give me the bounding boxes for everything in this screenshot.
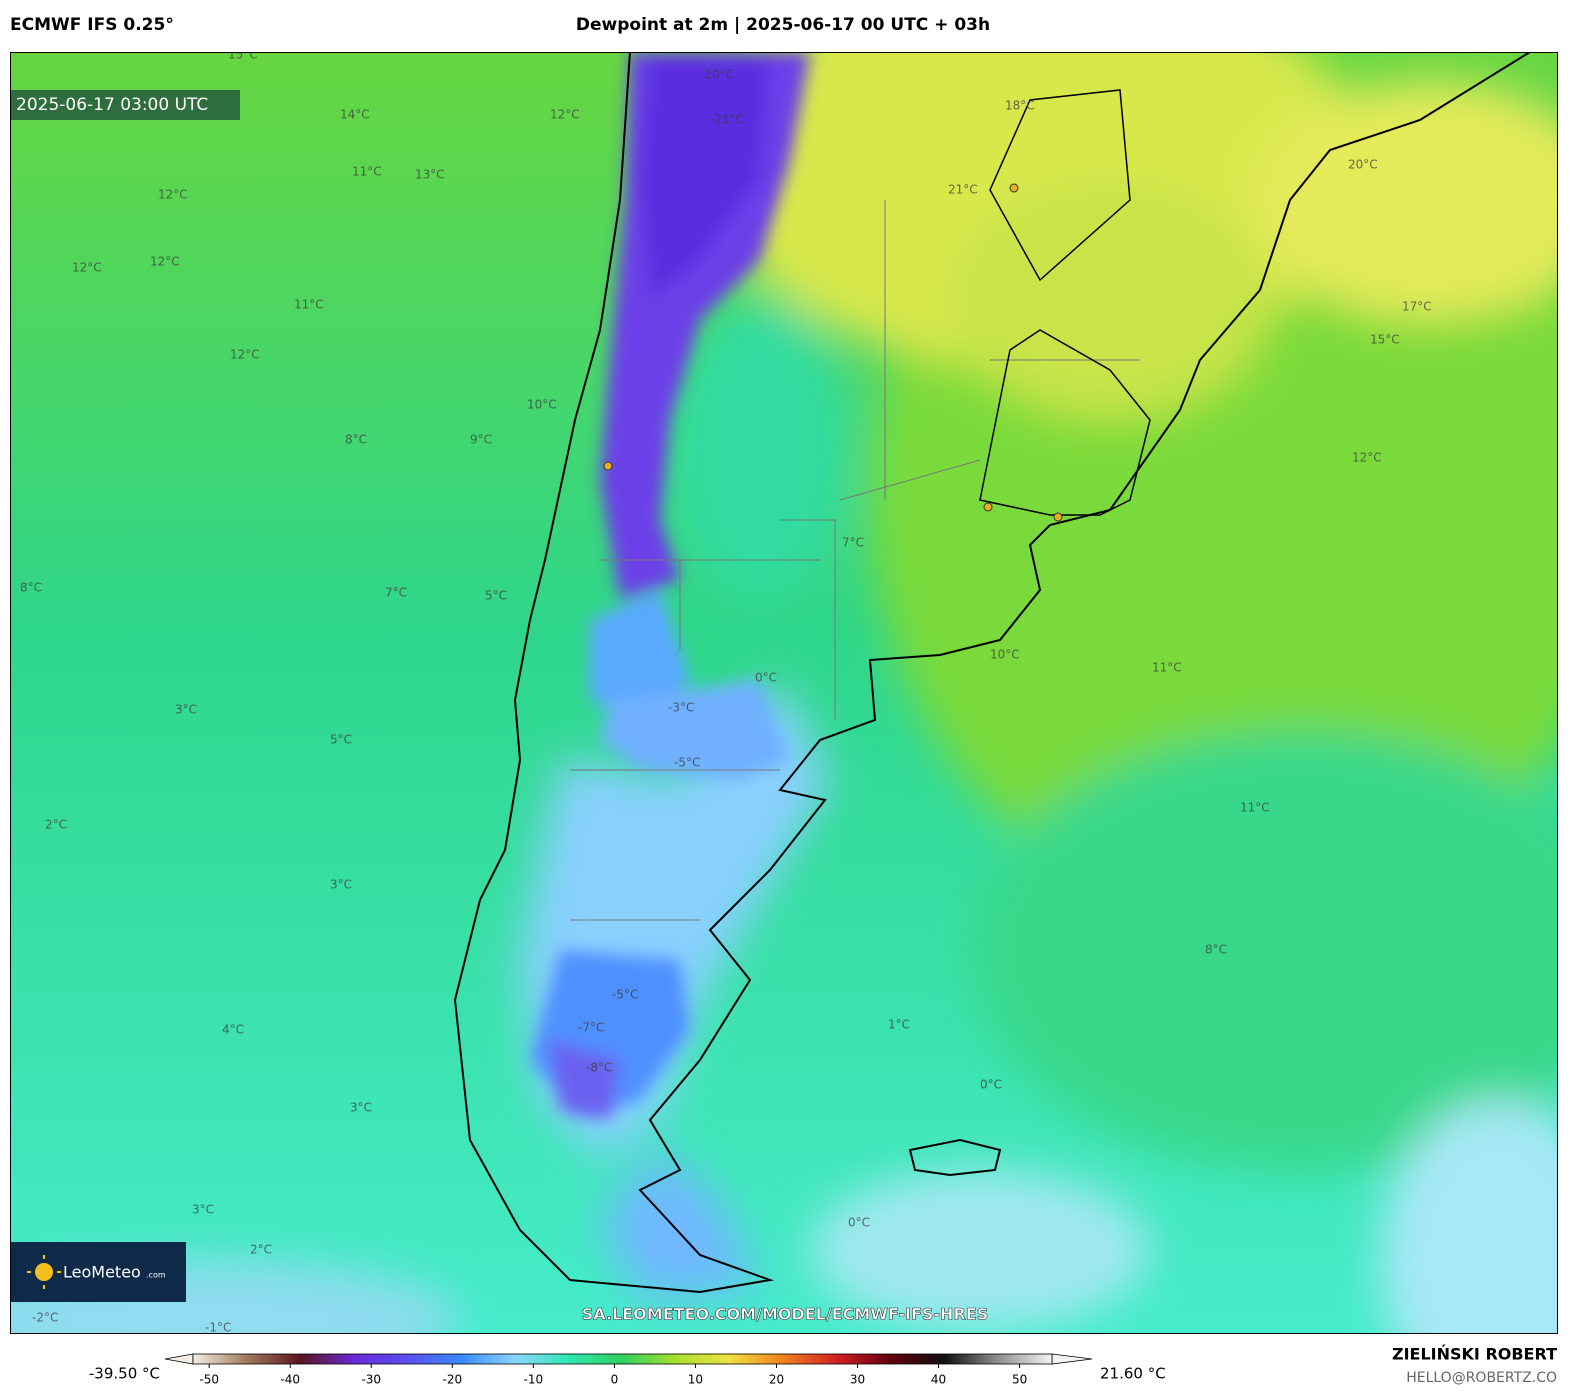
contour-label: 18°C bbox=[1005, 99, 1035, 113]
contour-label: 8°C bbox=[345, 433, 367, 447]
contour-label: -20°C bbox=[700, 68, 734, 82]
contour-label: 1°C bbox=[888, 1018, 910, 1032]
contour-label: 8°C bbox=[20, 581, 42, 595]
contour-label: 21°C bbox=[948, 183, 978, 197]
colorbar-tick-label: 20 bbox=[769, 1373, 784, 1387]
contour-label: 15°C bbox=[1370, 333, 1400, 347]
colorbar-tick-label: 50 bbox=[1012, 1373, 1027, 1387]
colorbar-tick-label: -30 bbox=[361, 1373, 381, 1387]
contour-label: 3°C bbox=[192, 1203, 214, 1217]
contour-label: 7°C bbox=[842, 536, 864, 550]
contour-label: 5°C bbox=[485, 589, 507, 603]
colorbar-max: 21.60 °C bbox=[1100, 1365, 1166, 1383]
contour-label: 3°C bbox=[175, 703, 197, 717]
logo-suffix: .com bbox=[146, 1271, 166, 1280]
colorbar-tick-label: -20 bbox=[443, 1373, 463, 1387]
map-title: Dewpoint at 2m | 2025-06-17 00 UTC + 03h bbox=[576, 15, 990, 35]
contour-label: 0°C bbox=[848, 1216, 870, 1230]
contour-label: 13°C bbox=[415, 168, 445, 182]
colorbar-tick-label: 40 bbox=[931, 1373, 946, 1387]
contour-label: 12°C bbox=[158, 188, 188, 202]
email: HELLO@ROBERTZ.CO bbox=[1406, 1370, 1557, 1386]
contour-label: 11°C bbox=[352, 165, 382, 179]
contour-label: 12°C bbox=[72, 261, 102, 275]
timestamp: 2025-06-17 03:00 UTC bbox=[16, 95, 208, 115]
contour-label: -5°C bbox=[674, 756, 700, 770]
contour-label: 2°C bbox=[45, 818, 67, 832]
colorbar-right-end bbox=[1051, 1353, 1093, 1365]
contour-label: 10°C bbox=[527, 398, 557, 412]
contour-label: 12°C bbox=[150, 255, 180, 269]
colorbar-tick-label: 10 bbox=[688, 1373, 703, 1387]
colorbar-tick-label: -10 bbox=[524, 1373, 544, 1387]
contour-label: 11°C bbox=[1152, 661, 1182, 675]
contour-label: 12°C bbox=[230, 348, 260, 362]
contour-label: 17°C bbox=[1402, 300, 1432, 314]
contour-label: 3°C bbox=[330, 878, 352, 892]
contour-label: 0°C bbox=[755, 671, 777, 685]
contour-label: -21°C bbox=[710, 113, 744, 127]
contour-label: 14°C bbox=[340, 108, 370, 122]
contour-label: 9°C bbox=[470, 433, 492, 447]
colorbar-tick-label: -40 bbox=[280, 1373, 300, 1387]
contour-label: 11°C bbox=[294, 298, 324, 312]
colorbar: -50 -40 -30 -20 -10 0 10 20 30 40 50 bbox=[164, 1353, 1093, 1387]
contour-label: 3°C bbox=[350, 1101, 372, 1115]
contour-label: 11°C bbox=[1240, 801, 1270, 815]
logo-name: LeoMeteo bbox=[63, 1263, 141, 1282]
contour-label: 0°C bbox=[980, 1078, 1002, 1092]
colorbar-tick-label: 0 bbox=[611, 1373, 619, 1387]
contour-label: 4°C bbox=[222, 1023, 244, 1037]
contour-label: 12°C bbox=[550, 108, 580, 122]
colorbar-tick-label: 30 bbox=[850, 1373, 865, 1387]
contour-label: -8°C bbox=[586, 1061, 612, 1075]
contour-label: -2°C bbox=[32, 1311, 58, 1325]
contour-label: -7°C bbox=[578, 1021, 604, 1035]
contour-label: 2°C bbox=[250, 1243, 272, 1257]
contour-labels: 15°C 14°C 12°C 13°C 11°C 12°C 12°C 12°C … bbox=[20, 48, 1432, 1335]
contour-label: -3°C bbox=[668, 701, 694, 715]
colorbar-min: -39.50 °C bbox=[89, 1365, 160, 1383]
contour-label: 8°C bbox=[1205, 943, 1227, 957]
watermark: SA.LEOMETEO.COM/MODEL/ECMWF-IFS-HRES bbox=[582, 1305, 988, 1324]
author: ZIELIŃSKI ROBERT bbox=[1392, 1345, 1557, 1364]
contour-label: 20°C bbox=[1348, 158, 1378, 172]
model-name: ECMWF IFS 0.25° bbox=[10, 15, 174, 35]
colorbar-left-end bbox=[164, 1353, 194, 1365]
contour-label: -1°C bbox=[205, 1321, 231, 1335]
colorbar-body bbox=[192, 1353, 1053, 1365]
contour-label: 7°C bbox=[385, 586, 407, 600]
contour-label: 10°C bbox=[990, 648, 1020, 662]
contour-label: 12°C bbox=[1352, 451, 1382, 465]
contour-label: 5°C bbox=[330, 733, 352, 747]
contour-label: 15°C bbox=[228, 48, 258, 62]
colorbar-tick-label: -50 bbox=[199, 1373, 219, 1387]
contour-label: -5°C bbox=[612, 988, 638, 1002]
